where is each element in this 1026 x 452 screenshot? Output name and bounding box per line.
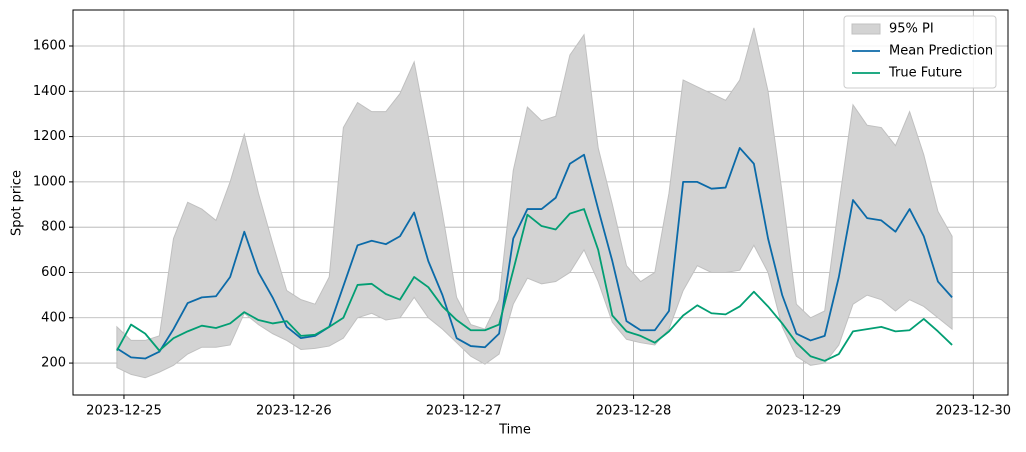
y-tick-label: 600 bbox=[41, 265, 66, 280]
x-tick-label: 2023-12-28 bbox=[596, 404, 672, 419]
x-tick-label: 2023-12-25 bbox=[86, 404, 162, 419]
legend-box bbox=[843, 15, 997, 89]
y-axis-label: Spot price bbox=[10, 170, 25, 236]
legend-label: Mean Prediction bbox=[889, 44, 993, 59]
series-line bbox=[116, 208, 953, 362]
y-tick-label: 1600 bbox=[33, 39, 66, 54]
legend-swatch bbox=[851, 23, 881, 35]
plot-frame bbox=[72, 9, 1009, 396]
x-tick-label: 2023-12-29 bbox=[766, 404, 842, 419]
legend-label: True Future bbox=[888, 66, 962, 81]
x-tick-label: 2023-12-30 bbox=[936, 404, 1012, 419]
prediction-interval bbox=[116, 27, 953, 379]
x-axis-label: Time bbox=[498, 423, 531, 438]
legend-label: 95% PI bbox=[889, 22, 934, 37]
y-tick-label: 1000 bbox=[33, 174, 66, 189]
x-tick-label: 2023-12-26 bbox=[256, 404, 332, 419]
y-tick-label: 400 bbox=[41, 310, 66, 325]
series-line bbox=[116, 147, 953, 360]
y-tick-label: 1200 bbox=[33, 129, 66, 144]
y-tick-label: 800 bbox=[41, 220, 66, 235]
x-tick-label: 2023-12-27 bbox=[426, 404, 502, 419]
y-tick-label: 200 bbox=[41, 356, 66, 371]
y-tick-label: 1400 bbox=[33, 84, 66, 99]
